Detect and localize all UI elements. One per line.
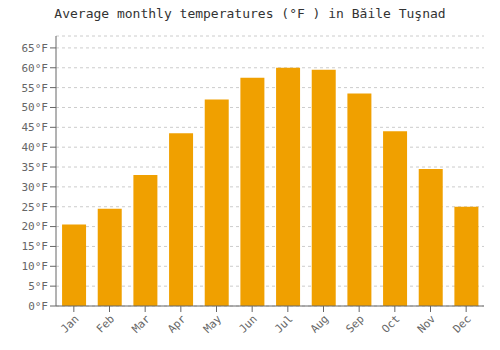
svg-text:Aug: Aug: [308, 312, 331, 335]
svg-text:45°F: 45°F: [22, 121, 49, 134]
svg-text:65°F: 65°F: [22, 42, 49, 55]
svg-text:Jan: Jan: [58, 312, 81, 335]
svg-text:20°F: 20°F: [22, 220, 49, 233]
svg-text:0°F: 0°F: [28, 300, 48, 313]
svg-text:Jul: Jul: [272, 312, 295, 335]
svg-text:Feb: Feb: [94, 312, 117, 335]
svg-text:50°F: 50°F: [22, 101, 49, 114]
svg-text:40°F: 40°F: [22, 141, 49, 154]
svg-text:Sep: Sep: [344, 312, 367, 335]
svg-text:Nov: Nov: [415, 312, 439, 336]
svg-text:Dec: Dec: [451, 312, 474, 335]
html-text:Average monthly temperatures (: Average monthly temperatures (°F ) in Bă…: [54, 6, 446, 21]
svg-text:15°F: 15°F: [22, 240, 49, 253]
svg-text:Jun: Jun: [237, 312, 260, 335]
svg-text:Oct: Oct: [379, 312, 402, 335]
svg-text:5°F: 5°F: [28, 280, 48, 293]
svg-text:30°F: 30°F: [22, 181, 49, 194]
svg-text:25°F: 25°F: [22, 201, 49, 214]
svg-text:60°F: 60°F: [22, 62, 49, 75]
svg-text:Mar: Mar: [130, 312, 154, 336]
svg-text:55°F: 55°F: [22, 82, 49, 95]
svg-text:May: May: [201, 312, 225, 336]
svg-text:10°F: 10°F: [22, 260, 49, 273]
svg-text:Apr: Apr: [165, 312, 189, 336]
svg-text:35°F: 35°F: [22, 161, 49, 174]
